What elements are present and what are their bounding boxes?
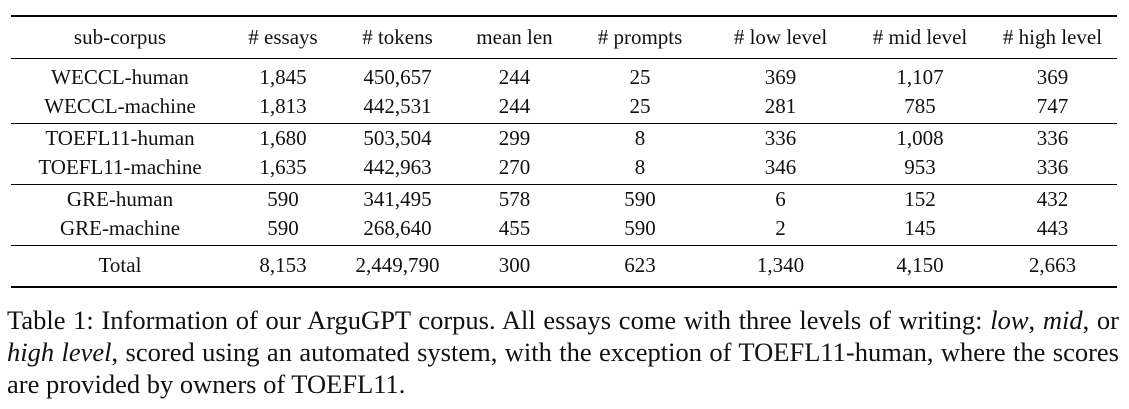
group-weccl: WECCL-human 1,845 450,657 244 25 369 1,1… xyxy=(11,58,1117,123)
table-cell: 1,008 xyxy=(896,125,944,150)
caption-high-term: high level xyxy=(7,337,112,367)
table-cell: 1,107 xyxy=(896,64,944,89)
table-header: sub-corpus # essays # tokens mean len # … xyxy=(11,16,1117,58)
header-cell-tokens: # tokens xyxy=(362,24,433,49)
table-cell: 336 xyxy=(1036,125,1069,150)
table-cell: 300 xyxy=(498,253,531,277)
table-cell: 503,504 xyxy=(363,125,432,150)
table-cell: WECCL-machine xyxy=(44,93,196,118)
header-cell-prompts: # prompts xyxy=(597,24,683,49)
table-cell: 432 xyxy=(1036,186,1069,211)
header-cell-high-level: # high level xyxy=(1002,24,1103,49)
table-cell: 623 xyxy=(624,253,656,277)
table-cell: 346 xyxy=(764,154,797,179)
table-cell: 455 xyxy=(498,215,531,240)
table-cell: WECCL-human xyxy=(51,64,189,89)
group-gre: GRE-human 590 341,495 578 590 6 152 432 … xyxy=(11,184,1117,245)
table-cell: 2 xyxy=(775,215,786,240)
total-row: Total 8,153 2,449,790 300 623 1,340 4,15… xyxy=(11,245,1117,287)
table-cell: 145 xyxy=(904,215,936,240)
table-cell: 25 xyxy=(629,93,651,118)
table-row: WECCL-machine 1,813 442,531 244 25 281 7… xyxy=(11,92,1117,124)
table-cell: 336 xyxy=(764,125,797,150)
header-cell-mean-len: mean len xyxy=(476,24,553,49)
table-row: GRE-human 590 341,495 578 590 6 152 432 xyxy=(11,184,1117,214)
table-cell: 1,635 xyxy=(259,154,307,179)
table-caption: Table 1: Information of our ArguGPT corp… xyxy=(7,304,1119,400)
table-cell: 590 xyxy=(624,186,656,211)
table-cell: 152 xyxy=(904,186,936,211)
header-cell-low-level: # low level xyxy=(733,24,828,49)
group-toefl11: TOEFL11-human 1,680 503,504 299 8 336 1,… xyxy=(11,123,1117,184)
table-cell: 6 xyxy=(775,186,786,211)
table-cell: 8 xyxy=(634,125,646,150)
table-cell: Total xyxy=(98,253,142,277)
table-cell: 590 xyxy=(267,215,299,240)
table-cell: 785 xyxy=(904,93,936,118)
table-cell: 443 xyxy=(1036,215,1069,240)
table-cell: 8 xyxy=(634,154,646,179)
table-row: GRE-machine 590 268,640 455 590 2 145 44… xyxy=(11,214,1117,246)
corpus-table-container: sub-corpus # essays # tokens mean len # … xyxy=(11,15,1117,288)
caption-text: , scored using an automated system, with… xyxy=(7,337,1119,399)
header-row: sub-corpus # essays # tokens mean len # … xyxy=(11,16,1117,58)
table-cell: GRE-machine xyxy=(59,215,181,240)
table-cell: 1,680 xyxy=(259,125,307,150)
caption-separator: , xyxy=(1028,305,1043,335)
table-cell: 8,153 xyxy=(259,253,307,277)
table-cell: 450,657 xyxy=(363,64,432,89)
table-cell: 25 xyxy=(629,64,651,89)
table-cell: 244 xyxy=(498,64,531,89)
table-cell: 336 xyxy=(1036,154,1069,179)
caption-text: Table 1: Information of our ArguGPT corp… xyxy=(7,305,991,335)
header-cell-sub-corpus: sub-corpus xyxy=(73,24,167,49)
table-cell: TOEFL11-machine xyxy=(38,154,202,179)
table-cell: 590 xyxy=(624,215,656,240)
table-cell: 1,813 xyxy=(259,93,307,118)
caption-low-term: low xyxy=(990,305,1029,335)
table-row: TOEFL11-machine 1,635 442,963 270 8 346 … xyxy=(11,153,1117,185)
total-section: Total 8,153 2,449,790 300 623 1,340 4,15… xyxy=(11,245,1117,287)
table-cell: 1,340 xyxy=(756,253,805,277)
table-cell: 4,150 xyxy=(896,253,944,277)
table-cell: 268,640 xyxy=(363,215,432,240)
header-cell-mid-level: # mid level xyxy=(872,24,968,49)
table-cell: 442,963 xyxy=(363,154,432,179)
table-cell: 369 xyxy=(1036,64,1069,89)
table-cell: 341,495 xyxy=(363,186,432,211)
table-cell: 578 xyxy=(498,186,531,211)
table-cell: 2,663 xyxy=(1028,253,1077,277)
table-cell: 747 xyxy=(1036,93,1069,118)
table-cell: 2,449,790 xyxy=(355,253,440,277)
header-cell-essays: # essays xyxy=(248,24,318,49)
table-cell: GRE-human xyxy=(66,186,174,211)
table-cell: 244 xyxy=(498,93,531,118)
table-cell: TOEFL11-human xyxy=(45,125,195,150)
caption-mid-term: mid xyxy=(1042,305,1083,335)
table-cell: 953 xyxy=(904,154,936,179)
table-cell: 270 xyxy=(498,154,531,179)
table-cell: 442,531 xyxy=(363,93,432,118)
table-cell: 1,845 xyxy=(259,64,307,89)
table-cell: 281 xyxy=(764,93,797,118)
table-cell: 369 xyxy=(764,64,797,89)
table-cell: 590 xyxy=(267,186,299,211)
table-row: TOEFL11-human 1,680 503,504 299 8 336 1,… xyxy=(11,123,1117,153)
table-cell: 299 xyxy=(498,125,531,150)
corpus-table: sub-corpus # essays # tokens mean len # … xyxy=(11,15,1117,288)
table-row: WECCL-human 1,845 450,657 244 25 369 1,1… xyxy=(11,58,1117,92)
caption-separator: , or xyxy=(1082,305,1120,335)
